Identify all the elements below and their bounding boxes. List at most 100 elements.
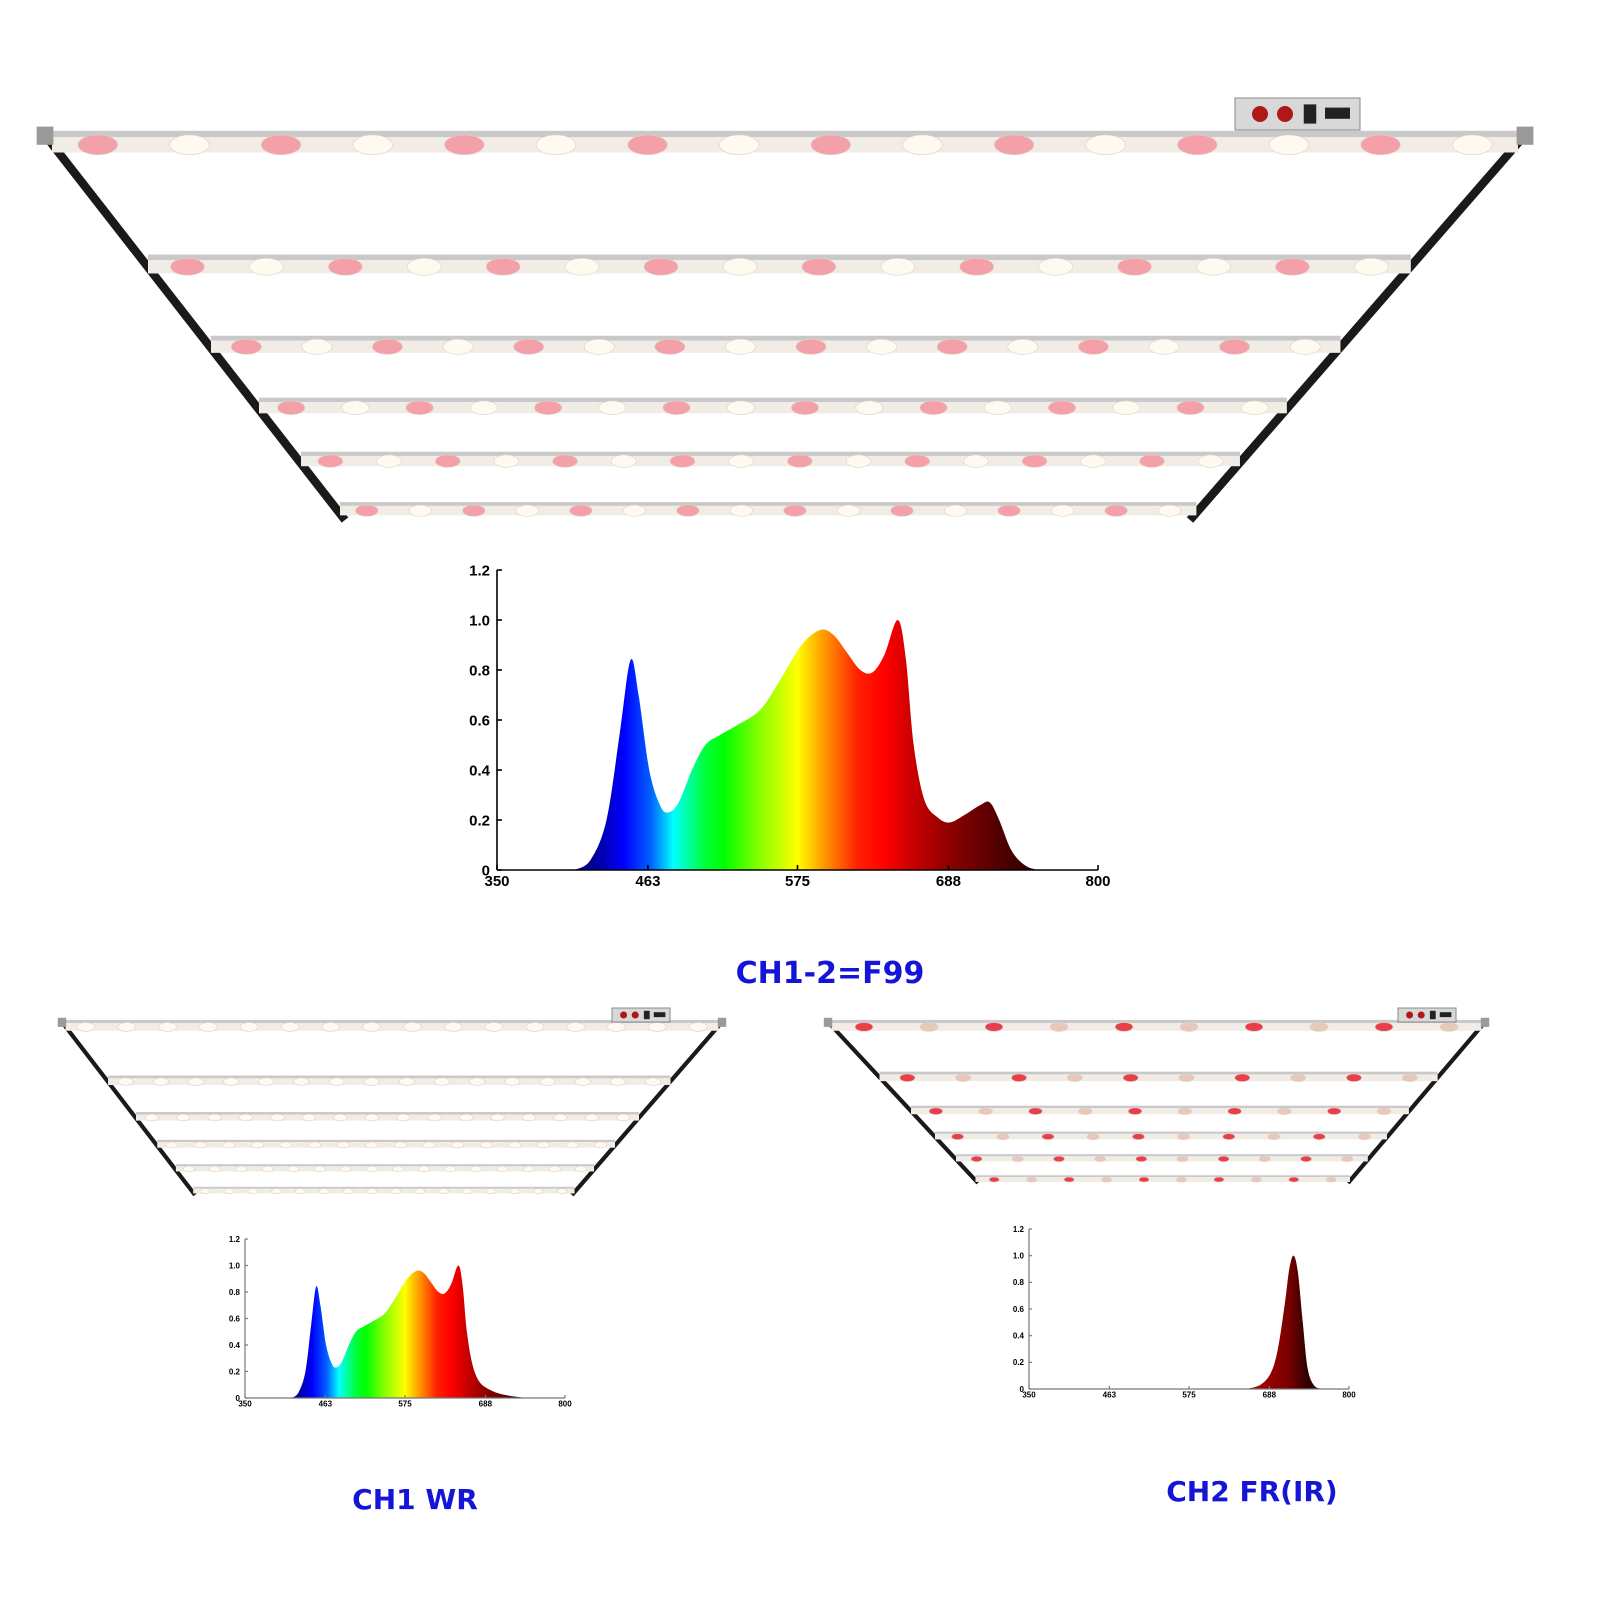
led bbox=[352, 134, 393, 156]
led bbox=[609, 1077, 626, 1086]
y-tick-label: 0.4 bbox=[229, 1341, 241, 1350]
bar-rail bbox=[52, 130, 1518, 138]
led bbox=[557, 1188, 568, 1194]
led bbox=[1222, 1133, 1236, 1141]
bar-rail bbox=[259, 397, 1287, 403]
led bbox=[525, 1022, 545, 1032]
led bbox=[1177, 1133, 1191, 1141]
led bbox=[158, 1022, 177, 1032]
y-tick-label: 0 bbox=[482, 862, 490, 879]
led bbox=[485, 1188, 497, 1194]
x-tick-label: 463 bbox=[319, 1399, 333, 1408]
x-tick-label: 575 bbox=[398, 1399, 412, 1408]
led bbox=[277, 400, 306, 415]
led bbox=[594, 1141, 608, 1149]
led bbox=[955, 1073, 972, 1082]
led bbox=[564, 257, 600, 276]
led bbox=[662, 400, 691, 415]
y-tick-label: 0.8 bbox=[469, 662, 490, 679]
led bbox=[339, 1165, 352, 1172]
light-bar bbox=[65, 1019, 719, 1032]
bar-body bbox=[301, 455, 1240, 467]
y-tick-label: 0.2 bbox=[469, 812, 490, 829]
x-tick-label: 463 bbox=[635, 873, 660, 890]
y-tick-label: 0.8 bbox=[229, 1288, 241, 1297]
bar-body bbox=[52, 137, 1518, 153]
led bbox=[988, 1176, 1000, 1183]
bar-rail bbox=[157, 1139, 615, 1143]
led bbox=[1176, 1176, 1187, 1183]
led bbox=[280, 1022, 300, 1032]
led bbox=[493, 454, 520, 468]
led bbox=[725, 338, 756, 355]
led bbox=[342, 1188, 354, 1194]
led bbox=[1028, 1107, 1043, 1115]
bar-body bbox=[211, 340, 1341, 353]
led bbox=[363, 1077, 380, 1086]
side-rail-left bbox=[60, 1020, 197, 1197]
bar-rail bbox=[211, 335, 1341, 341]
chart-ch1: 0 0.2 0.4 0.6 0.8 1.0 1.2 350 463 575 688 800 bbox=[229, 1235, 572, 1409]
led bbox=[522, 1165, 535, 1172]
led bbox=[207, 1113, 222, 1122]
port-icon bbox=[1439, 1012, 1452, 1018]
led bbox=[1021, 454, 1048, 468]
led bbox=[1268, 134, 1310, 156]
y-tick-label: 0 bbox=[236, 1394, 241, 1403]
led bbox=[183, 1165, 195, 1172]
led bbox=[866, 338, 897, 355]
led bbox=[117, 1077, 134, 1086]
led bbox=[1104, 504, 1128, 517]
led bbox=[1117, 257, 1152, 276]
led bbox=[1127, 1107, 1143, 1115]
led bbox=[271, 1188, 282, 1194]
led bbox=[444, 1022, 463, 1032]
led bbox=[484, 1022, 504, 1032]
led bbox=[509, 1188, 521, 1194]
led bbox=[963, 454, 989, 468]
led bbox=[152, 1077, 169, 1086]
led bbox=[295, 1188, 306, 1194]
led bbox=[209, 1165, 221, 1172]
led bbox=[1325, 1176, 1337, 1183]
led bbox=[372, 338, 403, 355]
led bbox=[1066, 1073, 1083, 1082]
led bbox=[1196, 257, 1231, 276]
led bbox=[983, 400, 1012, 415]
switch-icon bbox=[643, 1010, 650, 1020]
led bbox=[574, 1077, 591, 1086]
led bbox=[575, 1165, 587, 1172]
led bbox=[418, 1165, 431, 1172]
led bbox=[321, 1022, 340, 1032]
led bbox=[461, 1188, 473, 1194]
led bbox=[855, 400, 884, 415]
led bbox=[355, 504, 379, 517]
side-rail-left bbox=[41, 132, 349, 523]
led bbox=[936, 338, 968, 355]
led bbox=[553, 1113, 568, 1122]
main-fixture bbox=[36, 97, 1534, 523]
x-tick-label: 688 bbox=[479, 1399, 493, 1408]
led bbox=[1288, 1176, 1300, 1183]
ch2-fixture bbox=[823, 1007, 1490, 1185]
switch-icon bbox=[1429, 1010, 1436, 1020]
control-box bbox=[611, 1007, 671, 1023]
led bbox=[899, 1073, 916, 1082]
light-bar bbox=[935, 1131, 1387, 1141]
led bbox=[648, 1022, 667, 1032]
light-bar bbox=[135, 1112, 640, 1122]
bar-body bbox=[193, 1188, 575, 1194]
led bbox=[247, 1188, 259, 1194]
led bbox=[287, 1165, 300, 1172]
bar-body bbox=[879, 1074, 1438, 1082]
bar-rail bbox=[193, 1186, 575, 1189]
led bbox=[616, 1113, 631, 1122]
led bbox=[1011, 1073, 1027, 1082]
led bbox=[728, 454, 754, 468]
led bbox=[336, 1141, 350, 1149]
bar-rail bbox=[831, 1019, 1482, 1024]
led bbox=[1213, 1176, 1225, 1183]
light-bar bbox=[52, 130, 1518, 156]
led bbox=[434, 1077, 450, 1086]
